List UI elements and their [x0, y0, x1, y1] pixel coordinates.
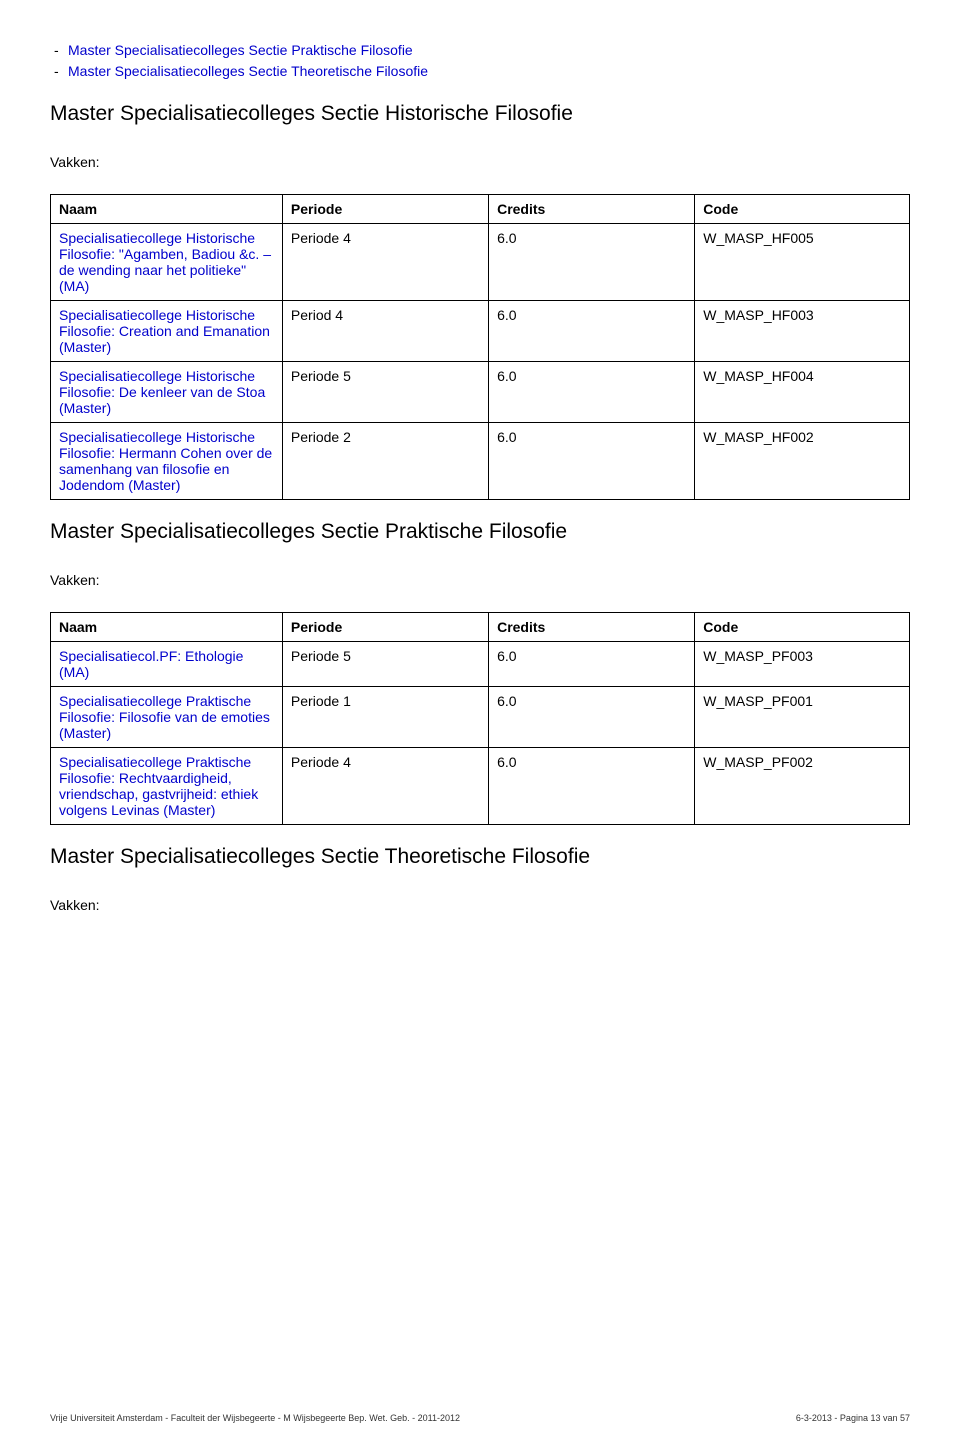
vakken-label: Vakken:	[50, 154, 910, 170]
table-row: Specialisatiecol.PF: Ethologie (MA) Peri…	[51, 642, 910, 687]
course-credits: 6.0	[489, 423, 695, 500]
table-header-row: Naam Periode Credits Code	[51, 195, 910, 224]
course-credits: 6.0	[489, 362, 695, 423]
course-period: Periode 5	[282, 362, 488, 423]
course-name[interactable]: Specialisatiecollege Praktische Filosofi…	[51, 687, 283, 748]
course-code: W_MASP_HF002	[695, 423, 910, 500]
course-period: Periode 4	[282, 224, 488, 301]
col-code: Code	[695, 195, 910, 224]
course-code: W_MASP_HF003	[695, 301, 910, 362]
table-row: Specialisatiecollege Praktische Filosofi…	[51, 748, 910, 825]
course-name[interactable]: Specialisatiecollege Historische Filosof…	[51, 301, 283, 362]
courses-table-praktische: Naam Periode Credits Code Specialisatiec…	[50, 612, 910, 825]
footer-left: Vrije Universiteit Amsterdam - Faculteit…	[50, 1413, 460, 1423]
col-credits: Credits	[489, 195, 695, 224]
vakken-label: Vakken:	[50, 572, 910, 588]
table-row: Specialisatiecollege Historische Filosof…	[51, 362, 910, 423]
col-naam: Naam	[51, 195, 283, 224]
course-period: Periode 2	[282, 423, 488, 500]
course-credits: 6.0	[489, 748, 695, 825]
course-credits: 6.0	[489, 642, 695, 687]
course-code: W_MASP_HF005	[695, 224, 910, 301]
section-heading-theoretische: Master Specialisatiecolleges Sectie Theo…	[50, 845, 910, 869]
course-credits: 6.0	[489, 301, 695, 362]
col-periode: Periode	[282, 613, 488, 642]
course-code: W_MASP_HF004	[695, 362, 910, 423]
course-code: W_MASP_PF002	[695, 748, 910, 825]
bullet-item[interactable]: Master Specialisatiecolleges Sectie Theo…	[50, 61, 910, 82]
course-credits: 6.0	[489, 687, 695, 748]
table-row: Specialisatiecollege Praktische Filosofi…	[51, 687, 910, 748]
course-name[interactable]: Specialisatiecol.PF: Ethologie (MA)	[51, 642, 283, 687]
page-footer: Vrije Universiteit Amsterdam - Faculteit…	[50, 1413, 910, 1423]
vakken-label: Vakken:	[50, 897, 910, 913]
course-name[interactable]: Specialisatiecollege Historische Filosof…	[51, 423, 283, 500]
table-row: Specialisatiecollege Historische Filosof…	[51, 423, 910, 500]
table-row: Specialisatiecollege Historische Filosof…	[51, 301, 910, 362]
section-heading-historische: Master Specialisatiecolleges Sectie Hist…	[50, 102, 910, 126]
course-code: W_MASP_PF003	[695, 642, 910, 687]
section-heading-praktische: Master Specialisatiecolleges Sectie Prak…	[50, 520, 910, 544]
bullet-item[interactable]: Master Specialisatiecolleges Sectie Prak…	[50, 40, 910, 61]
course-name[interactable]: Specialisatiecollege Historische Filosof…	[51, 224, 283, 301]
courses-table-historische: Naam Periode Credits Code Specialisatiec…	[50, 194, 910, 500]
course-period: Periode 4	[282, 748, 488, 825]
course-code: W_MASP_PF001	[695, 687, 910, 748]
course-name[interactable]: Specialisatiecollege Praktische Filosofi…	[51, 748, 283, 825]
col-code: Code	[695, 613, 910, 642]
table-header-row: Naam Periode Credits Code	[51, 613, 910, 642]
table-row: Specialisatiecollege Historische Filosof…	[51, 224, 910, 301]
col-credits: Credits	[489, 613, 695, 642]
course-name[interactable]: Specialisatiecollege Historische Filosof…	[51, 362, 283, 423]
col-periode: Periode	[282, 195, 488, 224]
course-credits: 6.0	[489, 224, 695, 301]
course-period: Periode 1	[282, 687, 488, 748]
col-naam: Naam	[51, 613, 283, 642]
footer-right: 6-3-2013 - Pagina 13 van 57	[796, 1413, 910, 1423]
course-period: Period 4	[282, 301, 488, 362]
bullet-list: Master Specialisatiecolleges Sectie Prak…	[50, 40, 910, 82]
course-period: Periode 5	[282, 642, 488, 687]
